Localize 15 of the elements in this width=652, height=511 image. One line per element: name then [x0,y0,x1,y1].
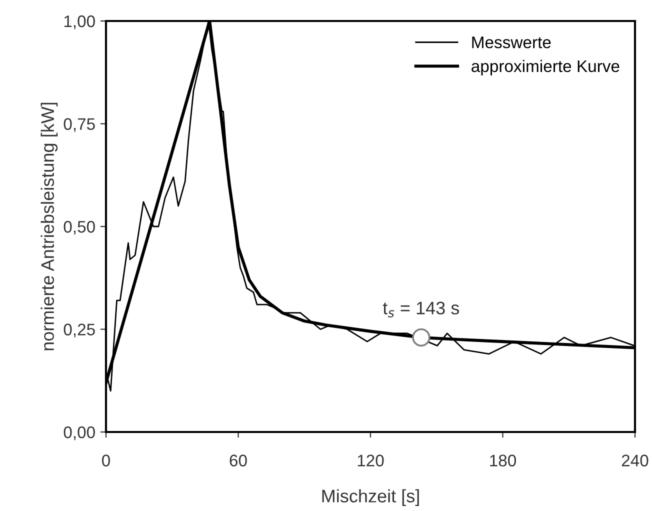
legend-label: approximierte Kurve [472,60,620,76]
y-tick-label: 0,25 [64,324,95,338]
legend-label: Messwerte [472,36,551,48]
x-tick-label: 180 [490,454,516,466]
y-tick-label: 0,50 [64,220,95,235]
x-axis-title: Mischzeit [s] [322,489,419,506]
x-tick-label: 60 [230,454,247,466]
y-axis-title: normierte Antriebsleistung [kW] [40,102,58,350]
annotation: t$_{s}$ = 143 s [382,302,460,318]
y-tick-label: 1,00 [64,15,95,30]
y-tick-label: 0,00 [64,426,95,440]
x-tick-label: 240 [622,454,648,466]
y-tick-label: 0,75 [64,118,95,132]
x-tick-label: 0 [102,454,110,466]
x-tick-label: 120 [358,454,384,466]
